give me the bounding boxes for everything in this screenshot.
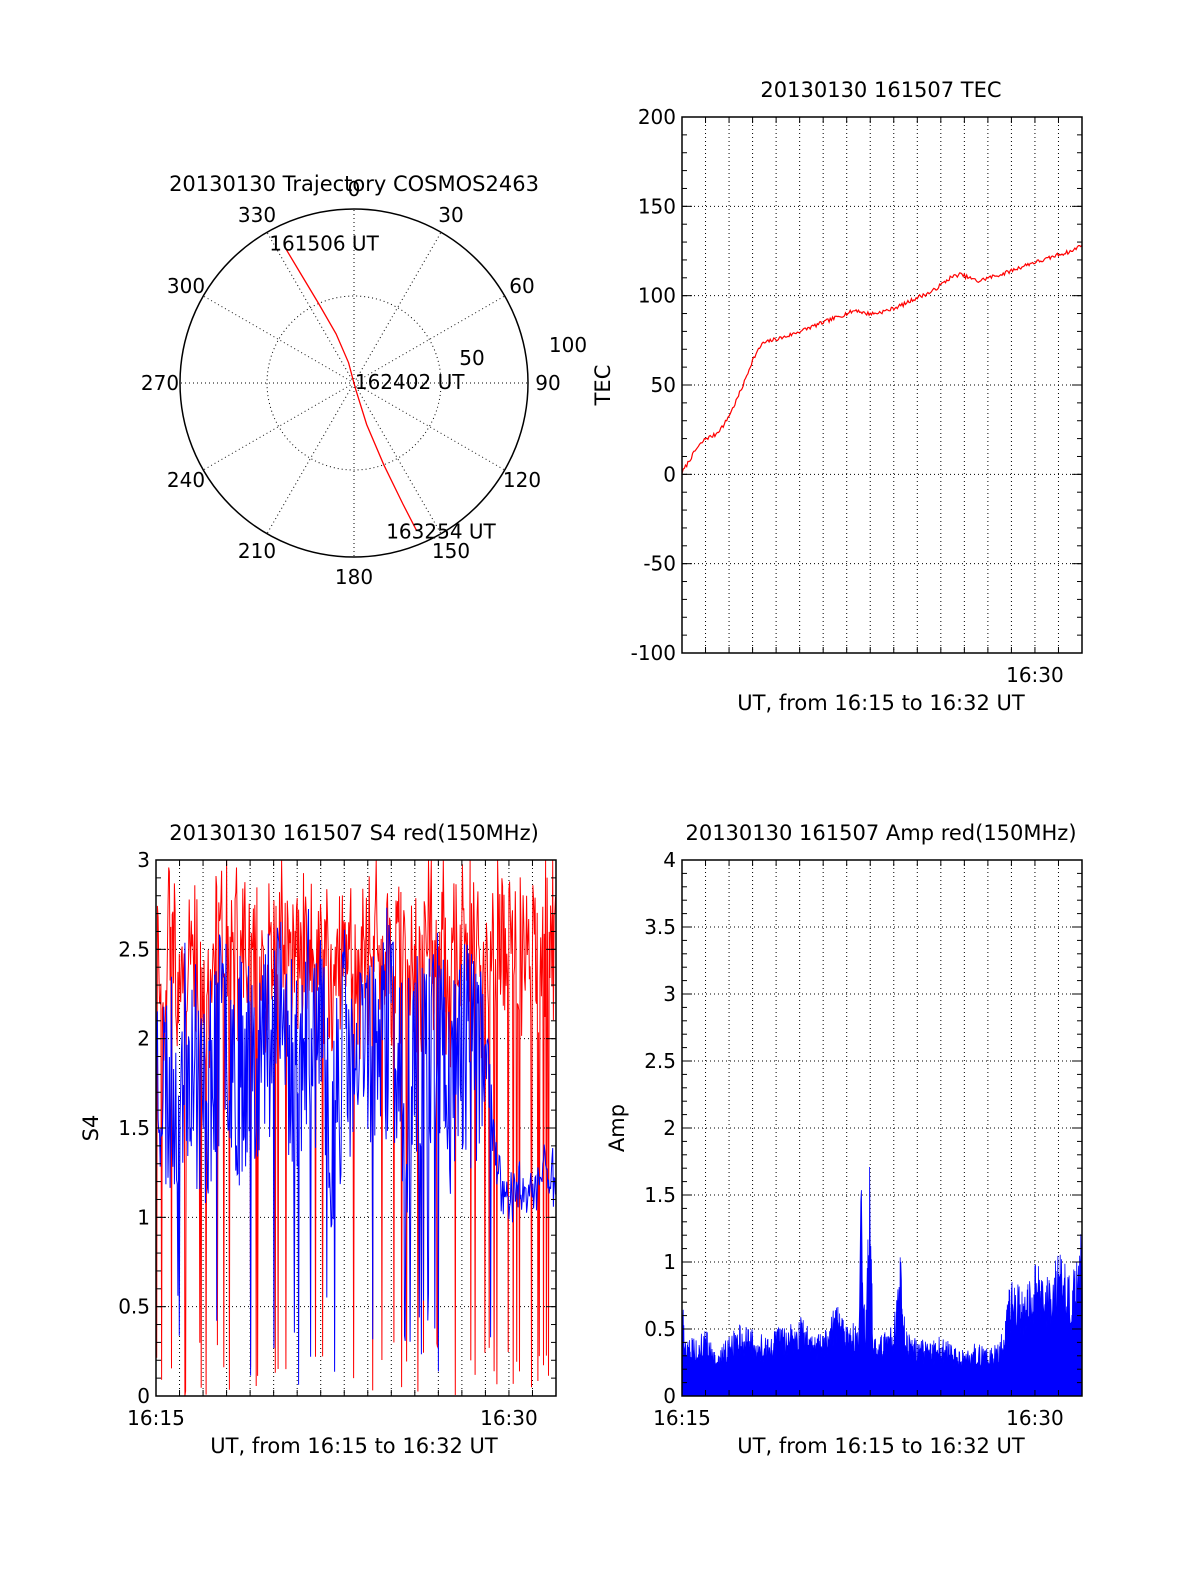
- s4-xlabel: UT, from 16:15 to 16:32 UT: [210, 1434, 498, 1458]
- y-tick-label: -50: [643, 552, 676, 576]
- y-tick-label: 4: [663, 848, 676, 872]
- y-tick-label: 0: [663, 1384, 676, 1408]
- y-tick-label: 1.5: [644, 1183, 676, 1207]
- polar-spoke: [203, 295, 355, 384]
- trajectory-polar-chart: 20130130 Trajectory COSMOS2463 0 30 60 90 12…: [141, 172, 587, 589]
- s4-blue-series-line: [156, 907, 556, 1385]
- polar-angle-label: 300: [167, 274, 205, 298]
- polar-annotations: 161506 UT 162402 UT 163254 UT: [269, 231, 496, 543]
- polar-angle-label: 0: [348, 177, 361, 201]
- y-tick-label: 50: [651, 373, 676, 397]
- x-tick-label: 16:30: [1006, 663, 1064, 687]
- tec-x-ticks: 16:30: [681, 117, 1083, 687]
- amp-y-ticks: 4 3.5 3 2.5 2 1.5 1 0.5 0: [644, 848, 1082, 1408]
- amp-x-ticks: 16:15 16:30: [653, 860, 1083, 1430]
- polar-spoke: [353, 382, 505, 471]
- x-tick-label: 16:30: [1006, 1406, 1064, 1430]
- y-tick-label: 1: [137, 1205, 150, 1229]
- tec-title: 20130130 161507 TEC: [760, 78, 1001, 102]
- polar-spoke: [266, 232, 355, 384]
- tec-ylabel: TEC: [591, 365, 615, 407]
- polar-angle-label: 210: [238, 539, 276, 563]
- polar-radius-label: 50: [459, 346, 484, 370]
- amp-grid: [682, 860, 1082, 1396]
- polar-angle-labels: 0 30 60 90 120 150 180 210 240 270 300 330: [141, 177, 561, 589]
- polar-outer-circle: [179, 208, 529, 558]
- y-tick-label: 3.5: [644, 915, 676, 939]
- x-tick-label: 16:15: [127, 1406, 185, 1430]
- tec-series: [681, 244, 1083, 474]
- s4-title: 20130130 161507 S4 red(150MHz): [169, 821, 539, 845]
- polar-radius-label: 100: [549, 333, 587, 357]
- polar-radius-labels: 50 100: [459, 333, 587, 370]
- polar-angle-label: 120: [503, 468, 541, 492]
- y-tick-label: 0.5: [644, 1317, 676, 1341]
- y-tick-label: 2: [137, 1027, 150, 1051]
- amp-series-area: [681, 1166, 1083, 1397]
- polar-angle-label: 240: [167, 468, 205, 492]
- y-tick-label: 0: [663, 462, 676, 486]
- y-tick-label: 2.5: [644, 1049, 676, 1073]
- s4-ylabel: S4: [79, 1115, 103, 1142]
- tec-line-chart: 20130130 161507 TEC 200150100500-50-100 …: [591, 78, 1083, 715]
- polar-angle-label: 180: [335, 565, 373, 589]
- amp-ylabel: Amp: [605, 1104, 629, 1152]
- y-tick-label: 1.5: [118, 1116, 150, 1140]
- y-tick-label: 150: [638, 194, 676, 218]
- y-tick-label: 3: [663, 982, 676, 1006]
- x-tick-label: 16:15: [653, 1406, 711, 1430]
- tec-grid: [682, 117, 1082, 653]
- polar-title: 20130130 Trajectory COSMOS2463: [169, 172, 539, 196]
- y-tick-label: 0.5: [118, 1295, 150, 1319]
- y-tick-label: 2: [663, 1116, 676, 1140]
- tec-y-ticks: 200 150 100 50 0 -50 -100: [631, 105, 1082, 665]
- y-tick-label: 100: [638, 284, 676, 308]
- s4-line-chart: 20130130 161507 S4 red(150MHz) 32.521.51…: [79, 821, 557, 1458]
- polar-angle-label: 150: [432, 539, 470, 563]
- polar-spoke: [353, 295, 505, 384]
- s4-x-ticks: 16:15 16:30: [127, 860, 557, 1430]
- amp-title: 20130130 161507 Amp red(150MHz): [685, 821, 1076, 845]
- polar-time-annotation: 161506 UT: [269, 231, 379, 255]
- polar-time-annotation: 162402 UT: [355, 370, 465, 394]
- polar-spoke: [203, 382, 355, 471]
- s4-series: [156, 860, 556, 1396]
- y-tick-label: 200: [638, 105, 676, 129]
- polar-angle-label: 30: [438, 203, 463, 227]
- polar-spoke: [353, 232, 442, 384]
- polar-trajectory-series: [283, 246, 418, 531]
- x-tick-label: 16:30: [480, 1406, 538, 1430]
- polar-spoke: [266, 382, 355, 534]
- polar-angle-label: 90: [535, 371, 560, 395]
- polar-spoke: [353, 382, 442, 534]
- y-tick-label: 0: [137, 1384, 150, 1408]
- polar-angle-label: 60: [509, 274, 534, 298]
- polar-grid: [179, 208, 529, 558]
- polar-trajectory-line: [283, 246, 418, 531]
- polar-angle-label: 270: [141, 371, 179, 395]
- amp-xlabel: UT, from 16:15 to 16:32 UT: [737, 1434, 1025, 1458]
- tec-series-line: [681, 244, 1083, 474]
- y-tick-label: -100: [631, 641, 676, 665]
- y-tick-label: 1: [663, 1250, 676, 1274]
- tec-xlabel: UT, from 16:15 to 16:32 UT: [737, 691, 1025, 715]
- polar-time-annotation: 163254 UT: [386, 520, 496, 544]
- polar-angle-label: 330: [238, 203, 276, 227]
- y-tick-label: 3: [137, 848, 150, 872]
- amp-series: [681, 1166, 1083, 1397]
- y-tick-label: 2.5: [118, 937, 150, 961]
- polar-inner-circle: [266, 295, 442, 471]
- amp-area-chart: 20130130 161507 Amp red(150MHz) 4 3.5 3 2.5…: [605, 821, 1083, 1458]
- s4-y-ticks: 3 2.5 2 1.5 1 0.5 0: [118, 848, 556, 1408]
